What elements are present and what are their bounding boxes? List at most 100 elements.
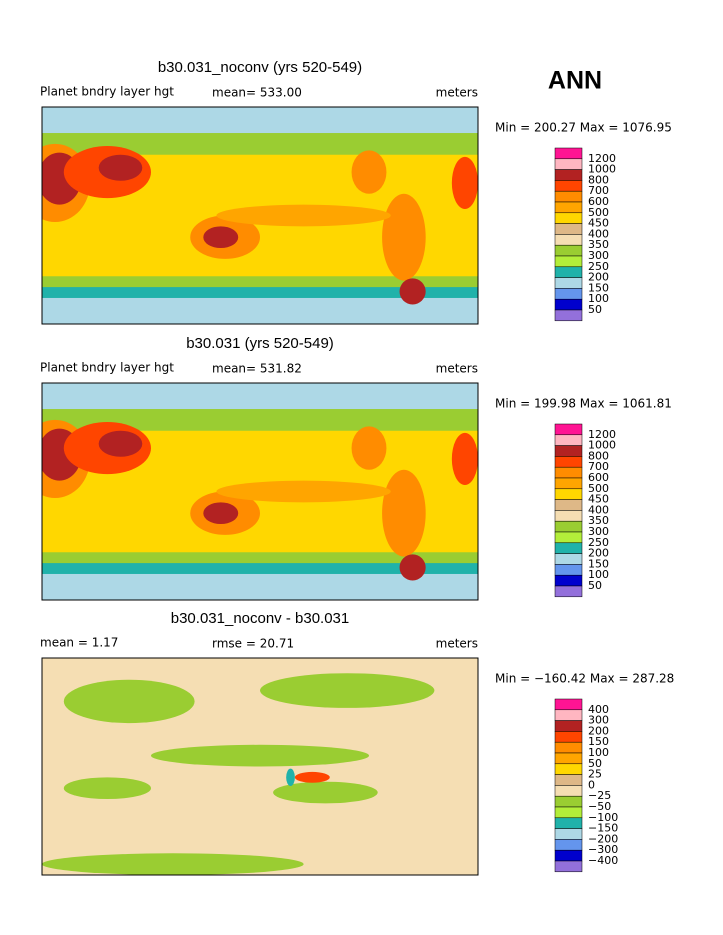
colorbar-label: 700 <box>588 184 609 197</box>
field-blob <box>98 154 143 181</box>
panel-left-label: mean = 1.17 <box>40 636 118 650</box>
colorbar-box <box>554 795 583 808</box>
colorbar-box <box>554 212 583 224</box>
colorbar-box <box>554 309 583 322</box>
colorbar-label: −25 <box>588 789 611 802</box>
colorbar-label: 50 <box>588 579 602 592</box>
colorbar-label: 800 <box>588 173 609 186</box>
panel-left-label: Planet bndry layer hgt <box>40 361 174 375</box>
field-blob <box>399 554 426 581</box>
field-blob <box>399 278 426 305</box>
field-blob <box>151 744 369 767</box>
colorbar-box <box>554 180 583 192</box>
colorbar-label: 1000 <box>588 163 616 176</box>
colorbar-label: 300 <box>588 525 609 538</box>
colorbar-label: −150 <box>588 822 618 835</box>
colorbar-box <box>554 531 583 544</box>
colorbar-box <box>554 839 583 851</box>
panel-left-label: Planet bndry layer hgt <box>40 85 174 99</box>
field-blob <box>260 673 435 708</box>
colorbar-label: 50 <box>588 757 602 770</box>
field-blob <box>294 771 330 783</box>
field-blob <box>203 502 239 525</box>
panel-range: Min = 199.98 Max = 1061.81 <box>495 397 672 411</box>
field-blob <box>216 480 391 503</box>
map-frame <box>41 382 479 601</box>
panel-range: Min = −160.42 Max = 287.28 <box>495 672 674 686</box>
polar-n2 <box>42 409 478 431</box>
panel-range: Min = 200.27 Max = 1076.95 <box>495 121 672 135</box>
colorbar-box <box>554 434 583 446</box>
field-blob <box>451 432 478 485</box>
colorbar-box <box>554 147 583 160</box>
colorbar-box <box>554 277 583 289</box>
colorbar-box <box>554 298 583 311</box>
colorbar-box <box>554 698 583 711</box>
colorbar-box <box>554 720 583 732</box>
colorbar-box <box>554 456 583 468</box>
polar-n2 <box>42 133 478 155</box>
colorbar-label: 1200 <box>588 428 616 441</box>
colorbar-label: 250 <box>588 536 609 549</box>
colorbar-box <box>554 466 583 479</box>
colorbar-box <box>554 817 583 829</box>
colorbar-box <box>554 774 583 786</box>
colorbar-box <box>554 190 583 203</box>
colorbar-label: 200 <box>588 724 609 737</box>
panel-middle-label: mean= 531.82 <box>212 362 302 376</box>
colorbar-label: 200 <box>588 547 609 560</box>
colorbar-label: 250 <box>588 260 609 273</box>
map <box>41 382 479 601</box>
colorbar-box <box>554 785 583 797</box>
colorbar-label: 600 <box>588 195 609 208</box>
colorbar-box <box>554 849 583 862</box>
colorbar-box <box>554 423 583 436</box>
colorbar-box <box>554 510 583 522</box>
colorbar-label: 1000 <box>588 439 616 452</box>
map-field <box>42 383 478 600</box>
panel-units: meters <box>436 362 478 376</box>
colorbar-label: 400 <box>588 503 609 516</box>
panel-title: b30.031_noconv - b30.031 <box>171 610 349 627</box>
colorbar-box <box>554 488 583 500</box>
season-label: ANN <box>548 67 602 95</box>
colorbar-label: 450 <box>588 493 609 506</box>
colorbar-label: 150 <box>588 557 609 570</box>
field-blob <box>286 768 295 787</box>
colorbar-label: 450 <box>588 217 609 230</box>
colorbar-box <box>554 860 583 873</box>
colorbar-box <box>554 763 583 775</box>
polar-s2 <box>42 563 478 574</box>
field-blob <box>203 226 239 249</box>
colorbar-box <box>554 288 583 300</box>
colorbar-box <box>554 158 583 170</box>
colorbar-box <box>554 234 583 246</box>
field-blob <box>63 679 195 724</box>
colorbar-label: −50 <box>588 800 611 813</box>
colorbar-box <box>554 806 583 819</box>
colorbar-box <box>554 741 583 754</box>
colorbar-box <box>554 520 583 533</box>
map-frame <box>41 106 479 325</box>
panel-units: meters <box>436 637 478 651</box>
colorbar-box <box>554 244 583 257</box>
field-blob <box>351 150 387 194</box>
field-blob <box>451 156 478 209</box>
colorbar-label: 1200 <box>588 152 616 165</box>
panel-middle-label: mean= 533.00 <box>212 86 302 100</box>
colorbar-box <box>554 223 583 235</box>
colorbar-label: −300 <box>588 843 618 856</box>
colorbar-label: 300 <box>588 714 609 727</box>
panel-title: b30.031_noconv (yrs 520-549) <box>158 59 362 76</box>
colorbar-box <box>554 752 583 765</box>
colorbar-label: 100 <box>588 568 609 581</box>
colorbar-label: 100 <box>588 746 609 759</box>
field-blob <box>216 204 391 227</box>
colorbar-label: 50 <box>588 303 602 316</box>
field-blob <box>351 426 387 470</box>
colorbar-label: 150 <box>588 281 609 294</box>
colorbar-label: 200 <box>588 271 609 284</box>
colorbar-box <box>554 477 583 490</box>
map-field <box>42 107 478 324</box>
